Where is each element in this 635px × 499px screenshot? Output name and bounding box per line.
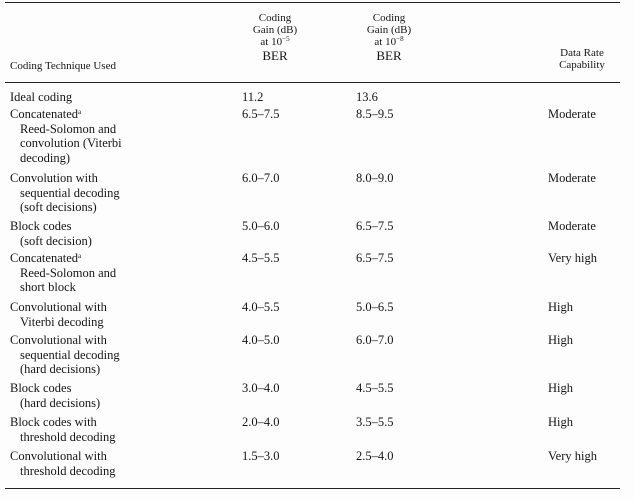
header-divider-rule xyxy=(5,82,620,83)
technique-line: (hard decisions) xyxy=(20,362,101,376)
gain-1e-8-cell: 6.5–7.5 xyxy=(356,251,394,265)
gain-1e-8-cell: 2.5–4.0 xyxy=(356,449,394,463)
data-rate-cell: Very high xyxy=(548,449,597,463)
table-top-rule xyxy=(5,2,620,3)
technique-line: Convolution with xyxy=(10,171,98,185)
header-gain5-exponent: −5 xyxy=(282,35,290,43)
header-gain8-line3: at 10−8 xyxy=(354,35,424,48)
gain-1e-5-cell: 3.0–4.0 xyxy=(242,381,280,395)
data-rate-cell: Moderate xyxy=(548,107,596,121)
header-rate-line1: Data Rate xyxy=(560,47,604,59)
technique-line: Block codes xyxy=(10,381,72,395)
header-technique-label: Coding Technique Used xyxy=(10,60,116,72)
technique-line: Concatenateda xyxy=(10,251,225,266)
header-gain8-line1: Coding xyxy=(372,12,406,24)
technique-line-text: Concatenated xyxy=(10,251,79,265)
technique-line: Block codes xyxy=(10,219,72,233)
technique-cell: Block codes with threshold decoding xyxy=(10,415,225,444)
technique-line: Concatenateda xyxy=(10,107,225,122)
technique-line: Convolutional with xyxy=(10,449,107,463)
technique-line: Ideal coding xyxy=(10,90,73,104)
technique-line: decoding) xyxy=(20,150,70,165)
technique-line: Reed-Solomon and xyxy=(20,265,117,280)
technique-cell: Convolutional with threshold decoding xyxy=(10,449,225,478)
header-coding-technique: Coding Technique Used xyxy=(10,60,116,72)
technique-cell: Convolution with sequential decoding (so… xyxy=(10,171,225,215)
header-data-rate: Data Rate Capability xyxy=(542,47,622,71)
gain-1e-8-cell: 8.0–9.0 xyxy=(356,171,394,185)
technique-cell: Block codes (soft decision) xyxy=(10,219,225,248)
gain-1e-5-cell: 2.0–4.0 xyxy=(242,415,280,429)
technique-line: Viterbi decoding xyxy=(20,314,104,329)
header-gain-1e-5: Coding Gain (dB) at 10−5 BER xyxy=(240,12,310,63)
header-gain5-line3: at 10−5 xyxy=(240,35,310,48)
gain-1e-8-cell: 6.0–7.0 xyxy=(356,333,394,347)
gain-1e-5-cell: 4.0–5.5 xyxy=(242,300,280,314)
data-rate-cell: Very high xyxy=(548,251,597,265)
table-bottom-rule xyxy=(5,488,620,489)
technique-cell: Convolutional with Viterbi decoding xyxy=(10,300,225,329)
gain-1e-5-cell: 11.2 xyxy=(242,90,264,104)
gain-1e-8-cell: 4.5–5.5 xyxy=(356,381,394,395)
technique-cell: Block codes (hard decisions) xyxy=(10,381,225,410)
technique-line: threshold decoding xyxy=(20,429,116,444)
technique-line: convolution (Viterbi xyxy=(20,136,122,150)
data-rate-cell: High xyxy=(548,300,573,314)
header-rate-line2: Capability xyxy=(559,59,605,71)
technique-line-text: Concatenated xyxy=(10,107,79,121)
gain-1e-8-cell: 6.5–7.5 xyxy=(356,219,394,233)
footnote-marker: a xyxy=(78,108,82,116)
technique-line: (soft decision) xyxy=(20,233,92,248)
footnote-marker: a xyxy=(78,252,82,260)
gain-1e-5-cell: 5.0–6.0 xyxy=(242,219,280,233)
technique-cell: Concatenateda Reed-Solomon and short blo… xyxy=(10,251,225,295)
gain-1e-8-cell: 13.6 xyxy=(356,90,378,104)
gain-1e-5-cell: 4.5–5.5 xyxy=(242,251,280,265)
technique-line: Convolutional with xyxy=(10,300,107,314)
technique-cell: Concatenateda Reed-Solomon and convoluti… xyxy=(10,107,225,165)
gain-1e-5-cell: 4.0–5.0 xyxy=(242,333,280,347)
technique-line: Convolutional with xyxy=(10,333,107,347)
header-gain8-line2: Gain (dB) xyxy=(366,24,412,36)
data-rate-cell: High xyxy=(548,415,573,429)
technique-cell: Ideal coding xyxy=(10,90,225,105)
technique-line: Reed-Solomon and xyxy=(20,121,117,136)
gain-1e-8-cell: 5.0–6.5 xyxy=(356,300,394,314)
technique-cell: Convolutional with sequential decoding (… xyxy=(10,333,225,377)
data-rate-cell: High xyxy=(548,333,573,347)
header-gain5-line2: Gain (dB) xyxy=(252,24,298,36)
technique-line: (soft decisions) xyxy=(20,200,97,214)
technique-line: threshold decoding xyxy=(20,463,116,478)
gain-1e-8-cell: 3.5–5.5 xyxy=(356,415,394,429)
data-rate-cell: Moderate xyxy=(548,171,596,185)
technique-line: Block codes with xyxy=(10,415,97,429)
gain-1e-5-cell: 1.5–3.0 xyxy=(242,449,280,463)
header-gain8-power-base: at 10 xyxy=(374,36,397,48)
gain-1e-5-cell: 6.5–7.5 xyxy=(242,107,280,121)
technique-line: sequential decoding xyxy=(20,347,120,362)
technique-line: sequential decoding xyxy=(20,185,120,200)
data-rate-cell: Moderate xyxy=(548,219,596,233)
header-gain5-ber: BER xyxy=(262,48,288,63)
header-gain5-line1: Coding xyxy=(258,12,292,24)
gain-1e-8-cell: 8.5–9.5 xyxy=(356,107,394,121)
data-rate-cell: High xyxy=(548,381,573,395)
header-gain-1e-8: Coding Gain (dB) at 10−8 BER xyxy=(354,12,424,63)
technique-line: (hard decisions) xyxy=(20,395,101,410)
header-gain8-exponent: −8 xyxy=(396,35,404,43)
header-gain5-power-base: at 10 xyxy=(260,36,283,48)
gain-1e-5-cell: 6.0–7.0 xyxy=(242,171,280,185)
header-gain8-ber: BER xyxy=(376,48,402,63)
technique-line: short block xyxy=(20,280,76,294)
